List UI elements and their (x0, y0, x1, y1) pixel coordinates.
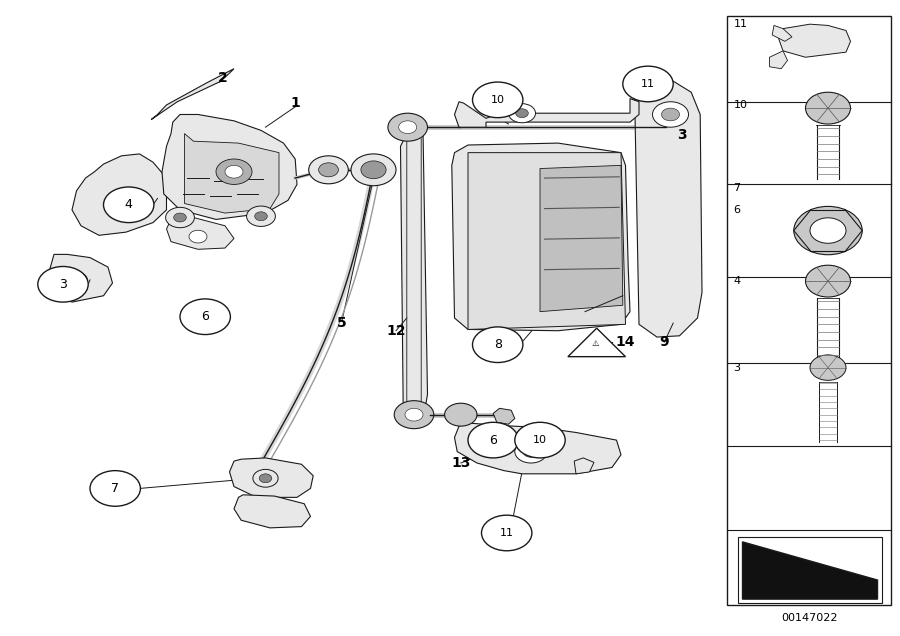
Polygon shape (184, 134, 279, 213)
Circle shape (319, 163, 338, 177)
Polygon shape (452, 143, 630, 331)
Circle shape (174, 213, 186, 222)
Circle shape (516, 109, 528, 118)
Text: 14: 14 (616, 335, 635, 349)
Text: 11: 11 (734, 19, 748, 29)
Polygon shape (72, 154, 166, 235)
Text: 5: 5 (338, 316, 346, 330)
Text: 10: 10 (491, 95, 505, 105)
Text: 11: 11 (641, 79, 655, 89)
Circle shape (810, 355, 846, 380)
Polygon shape (234, 495, 310, 528)
Text: 4: 4 (125, 198, 132, 211)
Circle shape (523, 446, 539, 457)
Polygon shape (166, 216, 234, 249)
Circle shape (90, 471, 140, 506)
Polygon shape (454, 99, 639, 127)
Circle shape (472, 82, 523, 118)
Circle shape (351, 154, 396, 186)
Text: 7: 7 (734, 183, 741, 193)
Circle shape (66, 272, 87, 287)
Polygon shape (468, 153, 626, 329)
Polygon shape (162, 114, 297, 219)
Text: 12: 12 (386, 324, 406, 338)
Polygon shape (634, 75, 702, 337)
Circle shape (225, 165, 243, 178)
Text: 9: 9 (660, 335, 669, 349)
Circle shape (309, 156, 348, 184)
Circle shape (189, 230, 207, 243)
Circle shape (259, 474, 272, 483)
Text: 13: 13 (451, 456, 471, 470)
Circle shape (104, 187, 154, 223)
Circle shape (166, 207, 194, 228)
Text: 7: 7 (112, 482, 119, 495)
Circle shape (38, 266, 88, 302)
Text: 4: 4 (734, 276, 741, 286)
Circle shape (388, 113, 427, 141)
Text: 6: 6 (202, 310, 209, 323)
Circle shape (515, 440, 547, 463)
Polygon shape (568, 328, 625, 357)
Text: 6: 6 (734, 205, 741, 215)
Circle shape (247, 206, 275, 226)
Circle shape (623, 66, 673, 102)
Circle shape (399, 121, 417, 134)
Polygon shape (770, 51, 788, 69)
Polygon shape (400, 127, 428, 420)
Circle shape (361, 161, 386, 179)
Polygon shape (493, 408, 515, 424)
Polygon shape (574, 458, 594, 474)
Text: 00147022: 00147022 (781, 613, 837, 623)
Polygon shape (540, 165, 623, 312)
Polygon shape (772, 25, 792, 41)
Text: 10: 10 (734, 100, 748, 110)
Circle shape (794, 206, 862, 255)
Polygon shape (454, 423, 621, 474)
Polygon shape (230, 458, 313, 497)
Text: 11: 11 (500, 528, 514, 538)
Text: 10: 10 (533, 435, 547, 445)
Polygon shape (151, 69, 234, 120)
Circle shape (394, 401, 434, 429)
Circle shape (508, 104, 536, 123)
Text: 6: 6 (490, 434, 497, 446)
Polygon shape (778, 24, 850, 57)
Circle shape (652, 102, 688, 127)
Circle shape (662, 108, 680, 121)
Circle shape (810, 218, 846, 244)
Circle shape (216, 159, 252, 184)
Polygon shape (50, 254, 112, 302)
Circle shape (806, 265, 850, 297)
Circle shape (468, 422, 518, 458)
Polygon shape (727, 16, 891, 605)
Circle shape (253, 469, 278, 487)
Circle shape (806, 92, 850, 124)
Circle shape (255, 212, 267, 221)
Text: ⚠: ⚠ (591, 339, 599, 348)
Circle shape (472, 327, 523, 363)
Circle shape (405, 408, 423, 421)
Text: 8: 8 (494, 338, 501, 351)
Text: 1: 1 (291, 96, 300, 110)
Text: 3: 3 (59, 278, 67, 291)
Text: 3: 3 (678, 128, 687, 142)
Circle shape (515, 422, 565, 458)
Text: 2: 2 (219, 71, 228, 85)
Circle shape (180, 299, 230, 335)
Circle shape (445, 403, 477, 426)
Polygon shape (742, 542, 878, 599)
Circle shape (482, 515, 532, 551)
Text: 3: 3 (734, 363, 741, 373)
